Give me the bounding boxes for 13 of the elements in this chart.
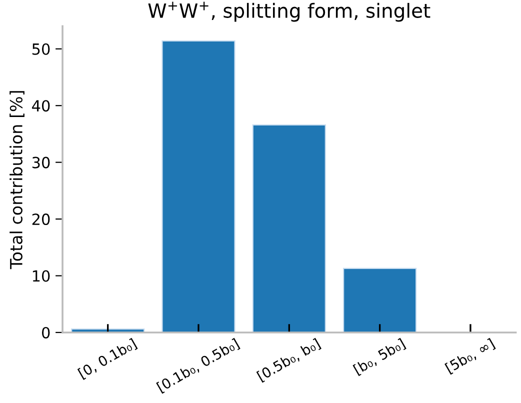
y-tick-label: 40	[32, 100, 50, 112]
y-tick-label: 10	[32, 270, 50, 282]
bar	[162, 40, 236, 332]
y-tick-label: 30	[32, 156, 50, 168]
x-tick-label: [5b₀, ∞]	[444, 338, 496, 375]
bar	[342, 268, 417, 332]
y-tick-label: 20	[32, 214, 50, 226]
y-axis-title: Total contribution [%]	[10, 91, 24, 270]
bar	[252, 124, 326, 332]
x-tick-label: [b₀, 5b₀]	[352, 338, 406, 376]
y-tick-label: 0	[42, 326, 50, 338]
chart-title: W$^{+}$W$^{+}$, splitting form, singlet	[148, 2, 430, 22]
y-tick-label: 50	[32, 43, 50, 55]
